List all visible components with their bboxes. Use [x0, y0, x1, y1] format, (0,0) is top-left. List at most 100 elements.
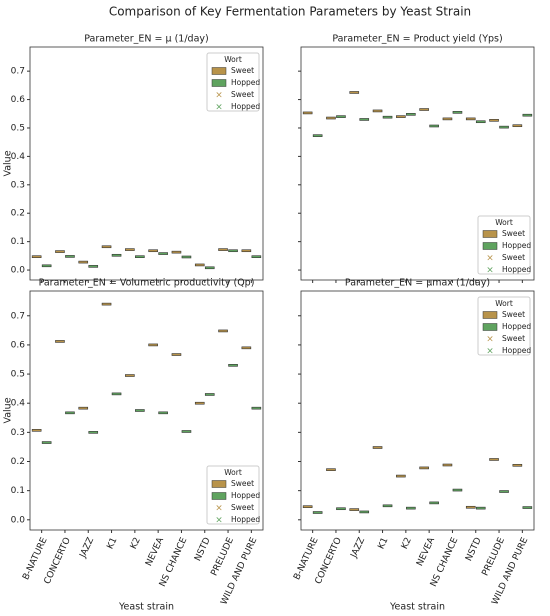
box — [406, 113, 416, 116]
chart-title: Comparison of Key Fermentation Parameter… — [109, 5, 471, 19]
box — [442, 117, 453, 121]
legend-swatch — [482, 242, 498, 250]
box — [228, 249, 238, 253]
box — [382, 115, 393, 119]
box — [512, 124, 523, 128]
x-tick-label: K1 — [377, 536, 391, 551]
box — [312, 134, 323, 137]
plot-frame — [300, 46, 535, 281]
legend-label: Hopped — [231, 102, 260, 111]
y-tick-label: 0.4 — [11, 152, 26, 162]
y-tick-label: 0.6 — [11, 340, 26, 350]
y-tick-label: 0.5 — [11, 370, 25, 380]
box — [148, 343, 158, 347]
box — [125, 248, 135, 251]
legend-marker: × — [215, 516, 223, 526]
x-tick-label: NEVEA — [144, 535, 166, 568]
box — [251, 255, 262, 258]
box — [55, 250, 65, 253]
y-tick-label: 0.1 — [11, 486, 25, 496]
box — [522, 506, 533, 509]
legend-label: Hopped — [231, 491, 260, 500]
box — [158, 252, 168, 255]
box — [419, 108, 429, 111]
box — [396, 474, 406, 478]
legend-title: Wort — [495, 299, 513, 308]
panel-title: Parameter_EN = Volumetric productivity (… — [39, 278, 255, 289]
box — [302, 111, 313, 115]
box — [181, 255, 192, 259]
box — [111, 392, 122, 396]
legend-swatch — [211, 67, 227, 75]
box — [194, 263, 205, 267]
box — [429, 501, 439, 505]
legend-swatch — [211, 480, 227, 488]
x-tick-label: K2 — [400, 536, 414, 551]
legend-label: Hopped — [502, 265, 531, 274]
box — [499, 490, 509, 493]
legend-label: Hopped — [231, 78, 260, 87]
legend-marker: × — [486, 335, 494, 345]
y-tick-label: 0.3 — [11, 428, 25, 438]
legend-label: Hopped — [502, 322, 531, 331]
legend-label: Hopped — [502, 241, 531, 250]
box — [125, 374, 135, 377]
plot-frame — [29, 46, 264, 281]
y-tick-label: 0.4 — [11, 399, 26, 409]
legend-marker: × — [486, 347, 494, 357]
box — [218, 248, 228, 251]
y-axis-label: Value — [3, 150, 14, 176]
box — [359, 510, 370, 514]
box — [349, 508, 360, 511]
box — [31, 255, 42, 258]
legend-marker: × — [215, 504, 223, 514]
legend-label: Hopped — [231, 515, 260, 524]
box — [372, 109, 383, 113]
box — [171, 250, 182, 254]
box — [359, 118, 370, 121]
legend-label: Sweet — [231, 503, 254, 512]
legend-label: Sweet — [231, 479, 254, 488]
y-tick-label: 0.0 — [11, 266, 26, 276]
legend-title: Wort — [224, 55, 242, 64]
y-tick-label: 0.6 — [11, 95, 26, 105]
box — [349, 91, 360, 94]
legend-swatch — [482, 323, 498, 331]
box — [465, 117, 476, 121]
box — [65, 411, 75, 415]
legend-swatch — [482, 230, 498, 238]
plot-frame — [300, 290, 535, 531]
legend-label: Sweet — [502, 229, 525, 238]
y-tick-label: 0.0 — [11, 515, 26, 525]
x-tick-label: PRELUDE — [481, 536, 508, 578]
box — [452, 111, 463, 114]
legend-label: Sweet — [502, 253, 525, 262]
box — [88, 265, 99, 268]
plot-frame — [29, 290, 264, 531]
box — [406, 506, 416, 510]
y-axis-label: Value — [3, 397, 14, 423]
box — [475, 120, 486, 124]
box — [312, 511, 323, 514]
legend-marker: × — [215, 91, 223, 101]
box — [111, 253, 122, 257]
legend-label: Sweet — [231, 66, 254, 75]
box — [228, 364, 238, 367]
legend-title: Wort — [495, 218, 513, 227]
y-tick-label: 0.1 — [11, 237, 25, 247]
y-tick-label: 0.7 — [11, 67, 25, 77]
box — [465, 505, 476, 509]
x-tick-label: JAZZ — [78, 536, 96, 560]
box — [452, 488, 463, 492]
panel-title: Parameter_EN = Product yield (Yps) — [332, 34, 502, 45]
y-tick-label: 0.2 — [11, 457, 25, 467]
x-tick-label: JAZZ — [349, 536, 367, 560]
box — [241, 346, 252, 350]
legend-swatch — [211, 79, 227, 87]
box — [148, 249, 158, 253]
legend-marker: × — [215, 103, 223, 113]
y-tick-label: 0.2 — [11, 209, 25, 219]
box — [204, 393, 215, 396]
y-tick-label: 0.5 — [11, 123, 25, 133]
